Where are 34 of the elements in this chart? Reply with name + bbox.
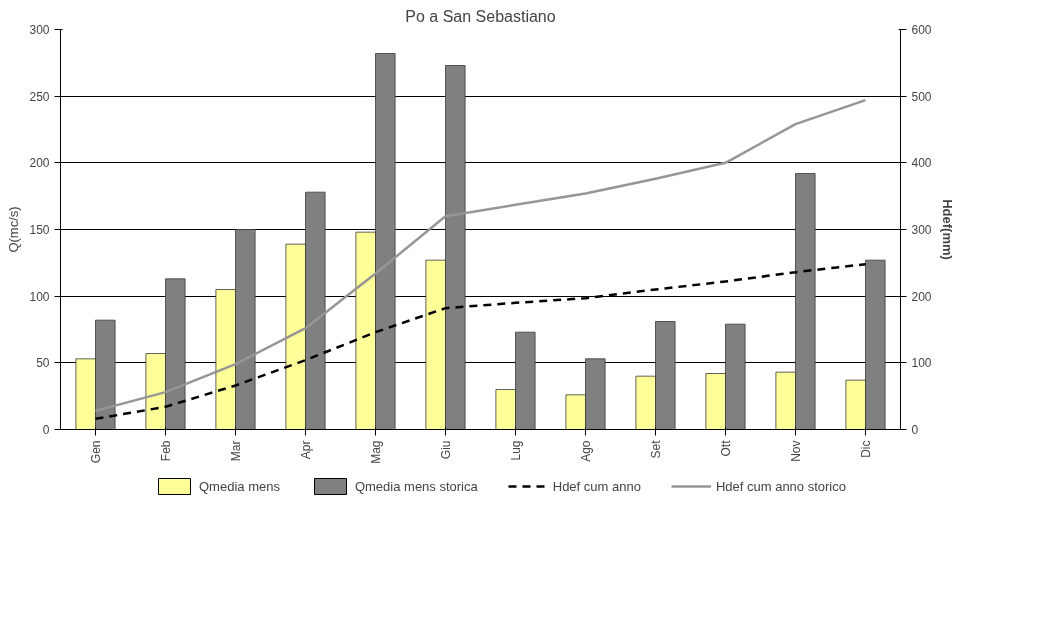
y-tick-label: 300 [29, 23, 50, 37]
x-tick-label: Mar [228, 440, 243, 462]
y-tick-label: 150 [29, 223, 50, 237]
x-tick-label: Lug [508, 440, 523, 461]
y2-tick-label: 100 [911, 356, 932, 371]
x-tick-label: Dic [858, 440, 873, 458]
y-tick-label: 100 [29, 289, 50, 304]
y2-tick-label: 200 [911, 289, 932, 304]
x-tick-label: Mag [368, 440, 383, 464]
legend-label: Hdef cum anno [552, 478, 641, 494]
legend-label: Qmedia mens [199, 478, 280, 494]
y2-tick-label: 300 [911, 223, 932, 237]
legend-label: Qmedia mens storica [354, 478, 478, 494]
x-tick-label: Giu [438, 440, 453, 460]
y-tick-label: 250 [29, 89, 50, 104]
x-tick-label: Apr [298, 440, 313, 460]
legend-label: Hdef cum anno storico [715, 478, 846, 494]
x-tick-label: Gen [88, 440, 103, 464]
y-axis-title: Q(mc/s) [6, 206, 22, 253]
y2-tick-label: 400 [911, 156, 932, 171]
x-tick-label: Nov [788, 440, 803, 462]
x-tick-label: Ott [718, 439, 733, 457]
y2-tick-label: 600 [911, 23, 932, 37]
chart-title: Po a San Sebastiano [405, 7, 556, 25]
y-tick-label: 200 [29, 156, 50, 171]
x-tick-label: Feb [158, 440, 173, 462]
y2-tick-label: 0 [911, 423, 919, 437]
line-series [94, 98, 867, 413]
y2-axis-title: Hdef(mm) [939, 199, 955, 260]
y2-tick-label: 500 [911, 89, 932, 104]
x-tick-label: Set [648, 439, 663, 459]
y-tick-label: 50 [36, 356, 50, 371]
x-tick-label: Ago [578, 440, 593, 462]
y-tick-label: 0 [42, 423, 50, 437]
